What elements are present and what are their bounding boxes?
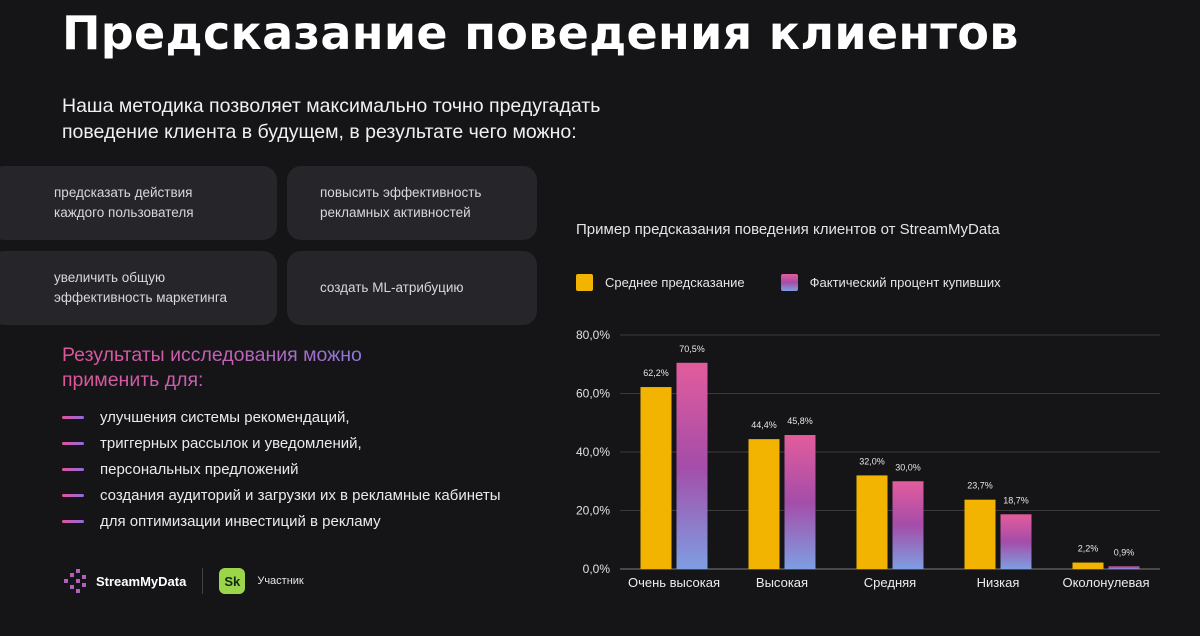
bar-actual [892, 481, 924, 569]
benefit-card-ml-attribution: создать ML-атрибуцию [287, 251, 537, 325]
benefit-card-marketing-efficiency: увеличить общую эффективность маркетинга [0, 251, 277, 325]
data-label-predicted: 23,7% [967, 481, 993, 491]
chart-title: Пример предсказания поведения клиентов о… [576, 221, 1000, 238]
bar-actual [1000, 514, 1032, 569]
bar-actual [676, 362, 708, 569]
y-tick-label: 80,0% [576, 328, 610, 342]
legend-label-actual: Фактический процент купивших [809, 275, 1001, 290]
streammydata-logo-icon [64, 569, 86, 593]
use-case-label: триггерных рассылок и уведомлений, [100, 434, 362, 452]
data-label-actual: 45,8% [787, 416, 813, 426]
use-case-label: создания аудиторий и загрузки их в рекла… [100, 486, 501, 504]
chart-legend: Среднее предсказание Фактический процент… [576, 274, 1001, 291]
list-item: персональных предложений [62, 456, 501, 482]
benefit-card-ad-efficiency: повысить эффективность рекламных активно… [287, 166, 537, 240]
list-item: триггерных рассылок и уведомлений, [62, 430, 501, 456]
data-label-predicted: 44,4% [751, 420, 777, 430]
list-item: улучшения системы рекомендаций, [62, 404, 501, 430]
gradient-dash-icon [62, 415, 84, 419]
benefit-card-line: предсказать действия [54, 185, 193, 200]
use-case-label: для оптимизации инвестиций в рекламу [100, 512, 381, 530]
y-tick-label: 40,0% [576, 445, 610, 459]
use-case-label: персональных предложений [100, 460, 299, 478]
x-tick-label: Высокая [756, 575, 808, 590]
use-case-label: улучшения системы рекомендаций, [100, 408, 350, 426]
page-title: Предсказание поведения клиентов [62, 6, 1019, 60]
list-item: для оптимизации инвестиций в рекламу [62, 508, 501, 534]
bar-predicted [1072, 562, 1104, 569]
benefit-card-line: повысить эффективность [320, 185, 482, 200]
partner-label: Участник [257, 575, 304, 587]
data-label-actual: 70,5% [679, 344, 705, 354]
bar-predicted [748, 439, 780, 569]
footer-divider [202, 568, 204, 594]
results-heading-line-1: Результаты исследования можно [62, 344, 362, 366]
x-tick-label: Очень высокая [628, 575, 720, 590]
intro-text: Наша методика позволяет максимально точн… [62, 93, 702, 145]
data-label-actual: 0,9% [1114, 547, 1135, 557]
legend-swatch-actual [780, 274, 798, 291]
data-label-predicted: 2,2% [1078, 544, 1099, 554]
legend-label-predicted: Среднее предсказание [605, 275, 745, 290]
benefit-card-line: рекламных активностей [320, 205, 471, 220]
bar-actual [784, 435, 816, 569]
intro-line-1: Наша методика позволяет максимально точн… [62, 95, 601, 117]
benefit-card-line: эффективность маркетинга [54, 290, 227, 305]
gradient-dash-icon [62, 493, 84, 497]
skolkovo-logo: Sk [219, 568, 246, 594]
bar-predicted [964, 499, 996, 569]
brand-name: StreamMyData [96, 573, 187, 589]
bar-chart: 0,0% 20,0% 40,0% 60,0% 80,0% 62,2% 70,5% Очень … [576, 328, 1160, 590]
results-heading: Результаты исследования можно применить … [62, 343, 402, 393]
benefit-card-line: увеличить общую [54, 270, 166, 285]
results-heading-line-2: применить для: [62, 369, 204, 391]
bar-predicted [856, 475, 888, 569]
data-label-actual: 30,0% [895, 462, 921, 472]
y-tick-label: 0,0% [583, 562, 611, 576]
intro-line-2: поведение клиента в будущем, в результат… [62, 121, 577, 143]
bar-actual [1108, 566, 1140, 569]
x-tick-label: Средняя [864, 575, 916, 590]
y-tick-label: 20,0% [576, 504, 610, 518]
bar-predicted [640, 387, 672, 569]
legend-swatch-predicted [576, 274, 593, 291]
use-case-list: улучшения системы рекомендаций, триггерн… [62, 404, 501, 534]
gradient-dash-icon [62, 519, 84, 523]
data-label-actual: 18,7% [1003, 495, 1029, 505]
legend-item-actual: Фактический процент купивших [780, 274, 1001, 291]
y-tick-label: 60,0% [576, 387, 610, 401]
x-tick-label: Низкая [977, 575, 1020, 590]
benefit-card-line: каждого пользователя [54, 205, 194, 220]
gradient-dash-icon [62, 441, 84, 445]
x-tick-label: Околонулевая [1062, 575, 1149, 590]
gradient-dash-icon [62, 467, 84, 471]
footer: StreamMyData Sk Участник [62, 567, 304, 595]
data-label-predicted: 32,0% [859, 456, 885, 466]
list-item: создания аудиторий и загрузки их в рекла… [62, 482, 501, 508]
benefit-card-predict-actions: предсказать действия каждого пользовател… [0, 166, 277, 240]
data-label-predicted: 62,2% [643, 368, 669, 378]
benefit-card-line: создать ML-атрибуцию [320, 280, 464, 295]
